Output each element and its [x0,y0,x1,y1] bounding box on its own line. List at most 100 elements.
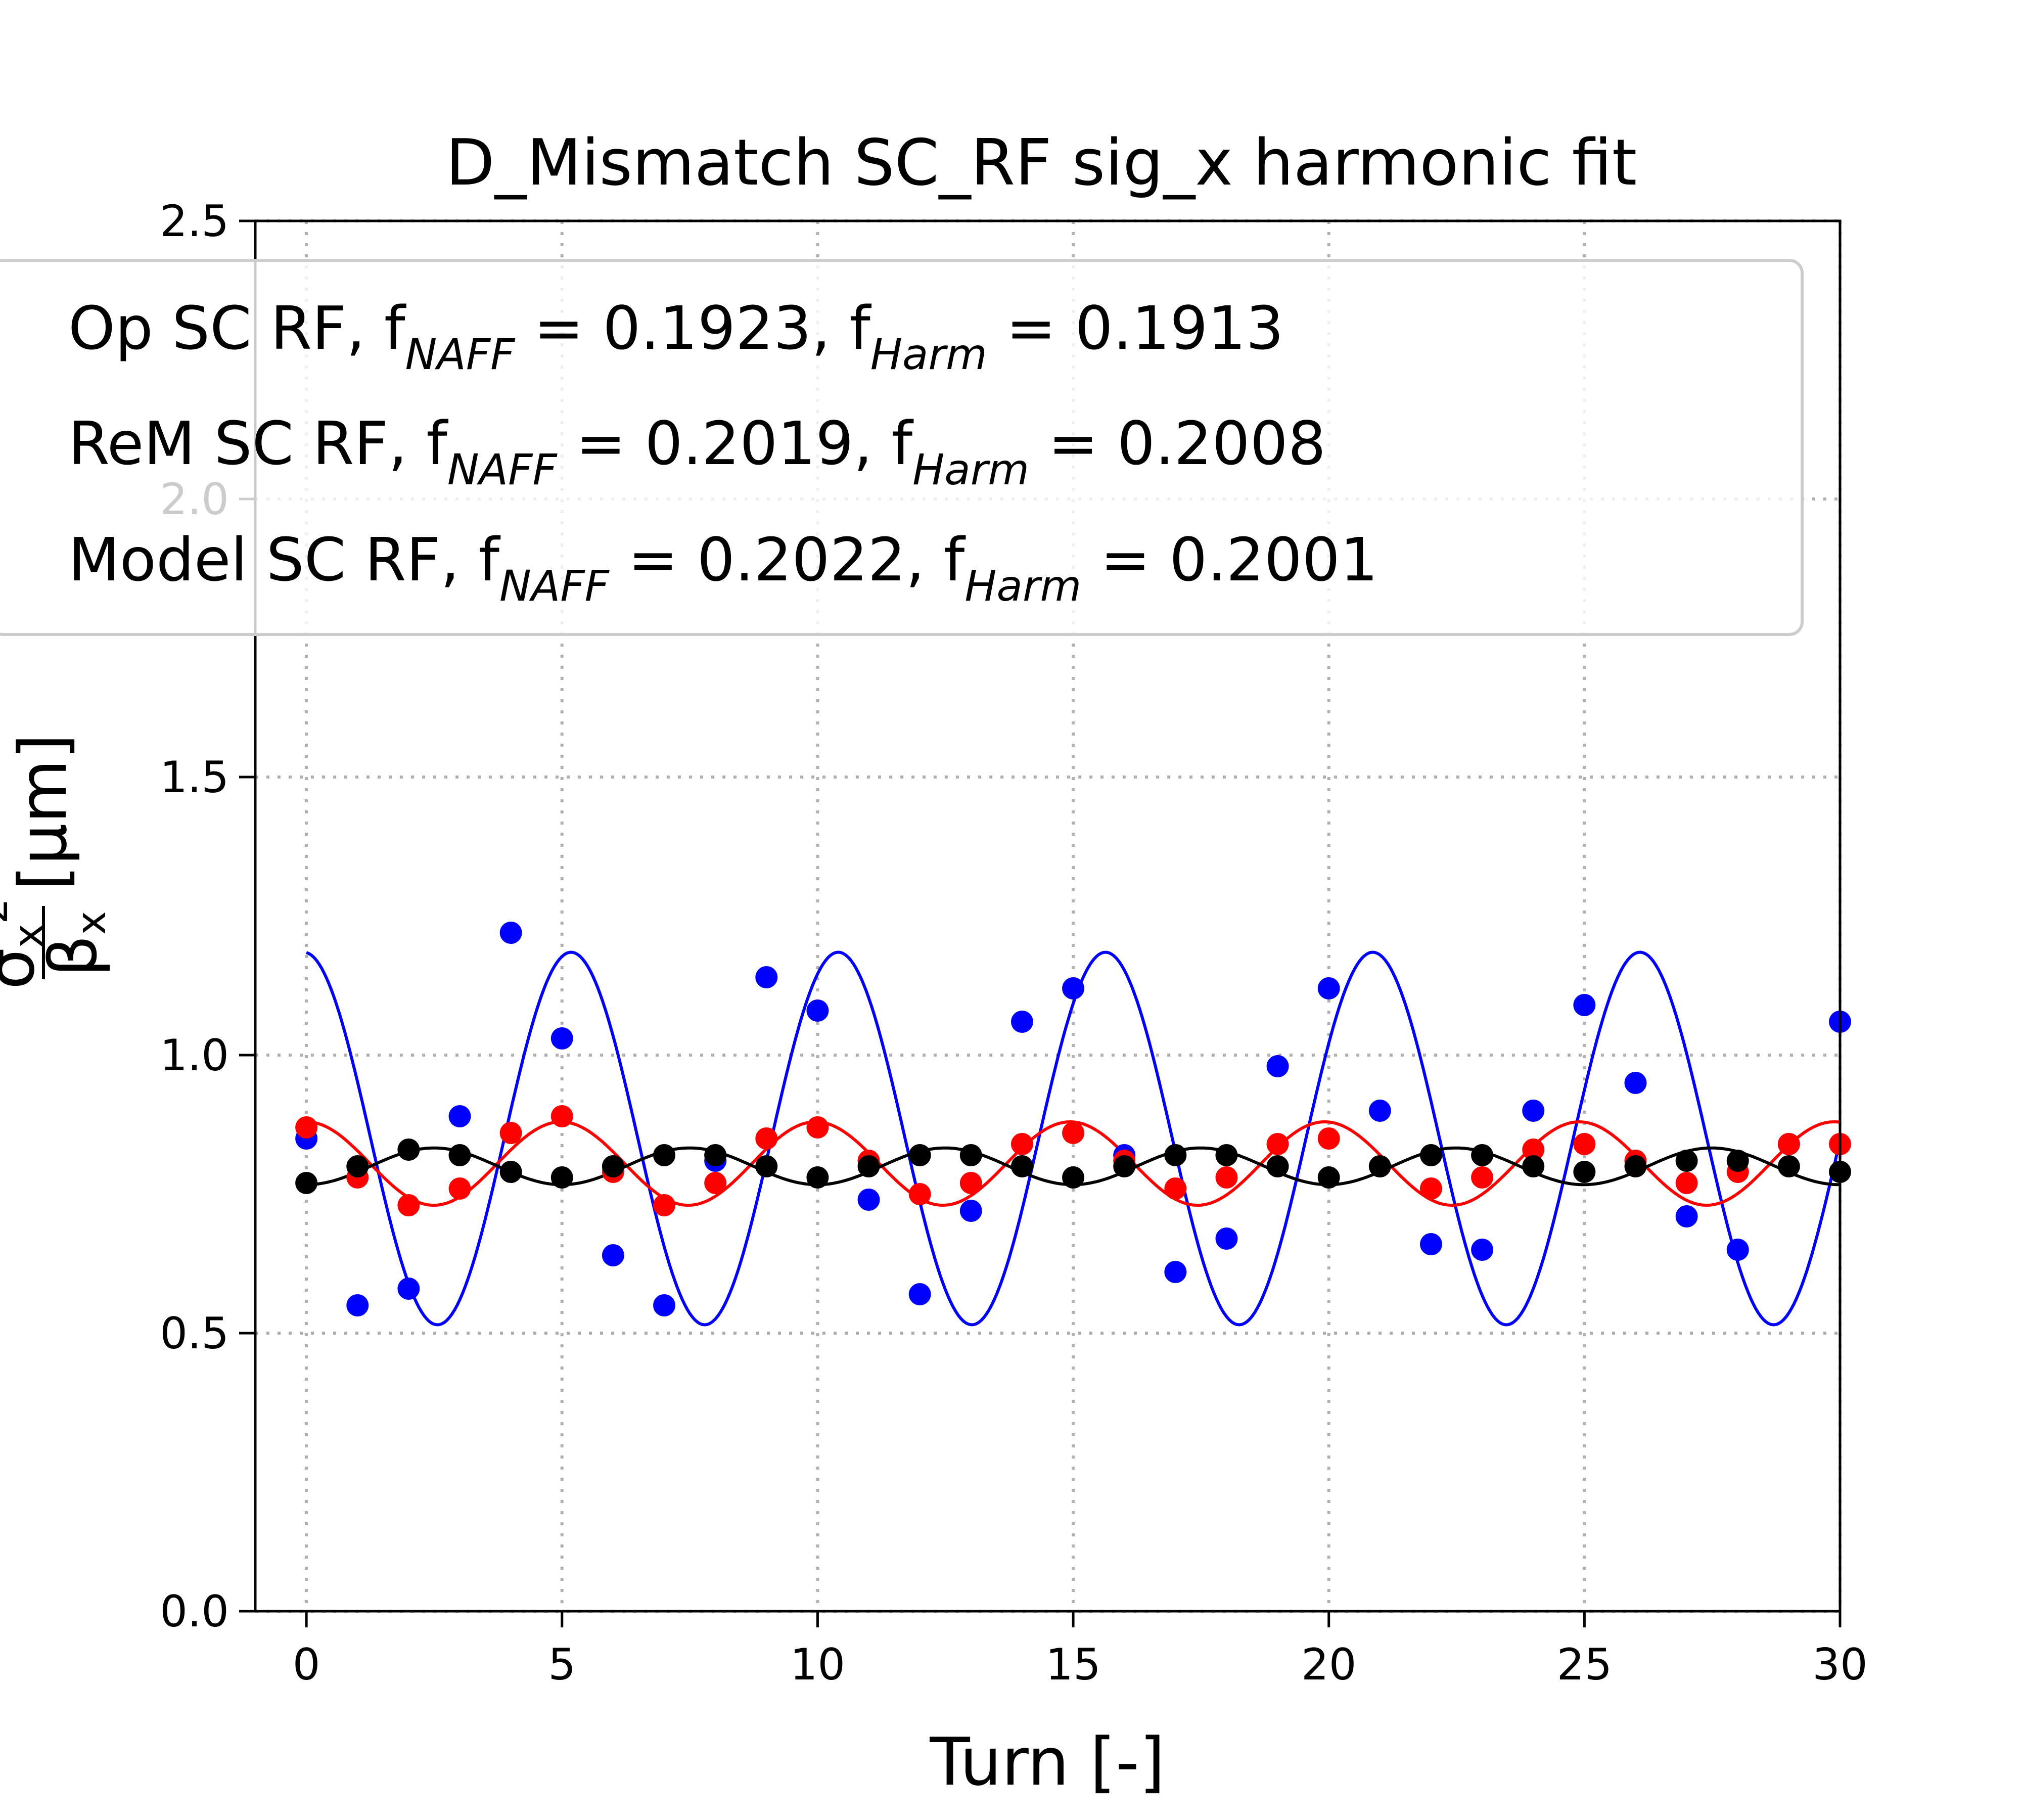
series-2-point [1062,1166,1085,1189]
series-1-point [1215,1166,1238,1189]
x-axis-label: Turn [-] [929,1723,1165,1800]
series-0-point [448,1105,471,1127]
x-tick-label: 10 [790,1640,845,1690]
series-2-point [1164,1144,1187,1166]
series-0-point [1266,1055,1289,1077]
series-2-point [397,1139,420,1161]
series-2-point [499,1161,522,1183]
series-0-point [857,1189,880,1211]
series-2-point [1215,1144,1238,1166]
series-0-point [550,1027,573,1050]
x-tick-label: 0 [293,1640,320,1690]
series-0-point [1317,977,1340,999]
series-0-point [397,1278,420,1300]
y-tick-label: 0.0 [160,1586,229,1637]
series-1-point [1164,1177,1187,1200]
legend-eq2: = 0.1913 [987,293,1284,363]
legend-sub2: Harm [964,561,1081,611]
y-tick-label: 2.5 [160,196,229,247]
series-0-point [1675,1205,1698,1227]
series-2-point [550,1166,573,1189]
legend-sub2: Harm [870,330,987,379]
series-1-point [1266,1133,1289,1155]
y-axis-denominator: βx [35,911,115,977]
series-2-point [1471,1144,1494,1166]
legend-entry-2: Model SC RF, fNAFF = 0.2022, fHarm = 0.2… [68,525,1378,611]
legend-eq1: = 0.1923, f [515,293,871,363]
x-tick-label: 15 [1045,1640,1100,1690]
series-2-point [806,1166,829,1189]
series-2-point [1419,1144,1442,1166]
series-2-point [448,1144,471,1166]
series-2-point [653,1144,676,1166]
series-1-point [295,1116,318,1139]
x-tick-label: 5 [548,1640,576,1690]
series-1-point [550,1105,573,1127]
x-tick-label: 20 [1301,1640,1356,1690]
series-0-point [1573,994,1596,1016]
series-0-point [1010,1011,1033,1033]
series-1-point [1010,1133,1033,1155]
series-0-point [602,1244,624,1266]
series-0-point [1215,1227,1238,1250]
series-2-point [1010,1155,1033,1177]
legend-box [0,259,1804,636]
series-1-point [704,1172,727,1194]
legend-sub1: NAFF [405,330,516,379]
series-2-point [1317,1166,1340,1189]
series-0-point [908,1283,931,1305]
series-2-point [1777,1155,1800,1177]
series-2-point [1624,1155,1647,1177]
series-1-point [1675,1172,1698,1194]
legend-eq1: = 0.2019, f [557,408,914,478]
series-1-point [448,1177,471,1200]
legend-label: Model SC RF, f [68,525,500,595]
series-1-point [653,1194,676,1216]
series-1-point [908,1183,931,1205]
x-tick-label: 25 [1557,1640,1612,1690]
legend-entry-1: ReM SC RF, fNAFF = 0.2019, fHarm = 0.200… [68,408,1326,494]
series-2-point [1726,1150,1749,1172]
series-0-point [1164,1261,1187,1283]
legend: Op SC RF, fNAFF = 0.1923, fHarm = 0.1913… [0,259,1804,636]
legend-label: Op SC RF, f [68,293,406,363]
legend-eq2: = 0.2001 [1081,525,1378,595]
chart-title: D_Mismatch SC_RF sig_x harmonic fit [446,125,1637,200]
series-2-point [1113,1155,1136,1177]
y-axis-label: σx2 βx [μm] [0,734,115,989]
series-0-point [499,922,522,944]
legend-sub1: NAFF [499,561,610,611]
series-0-point [959,1200,982,1222]
series-1-point [755,1127,778,1150]
series-2-point [1368,1155,1391,1177]
series-0-point [1471,1239,1494,1261]
plot-frame [254,219,1842,1613]
series-1-point [1777,1133,1800,1155]
series-1-point [397,1194,420,1216]
series-0-fit-line [306,950,1842,1327]
series-1-point [1522,1139,1545,1161]
series-0-point [1368,1100,1391,1122]
legend-eq2: = 0.2008 [1029,408,1326,478]
series-1-point [806,1116,829,1139]
series-1-point [959,1172,982,1194]
series-2-point [959,1144,982,1166]
x-tick-label: 30 [1812,1640,1867,1690]
series-0-point [806,999,829,1022]
series-1-point [1419,1177,1442,1200]
y-tick-label: 1.0 [160,1030,229,1081]
series-0-point [653,1294,676,1316]
series-1-point [1317,1127,1340,1150]
series-0-point [346,1294,369,1316]
series-2-point [1675,1150,1698,1172]
series-2-point [704,1144,727,1166]
series-2-point [908,1144,931,1166]
series-0-point [755,966,778,988]
legend-entries: Op SC RF, fNAFF = 0.1923, fHarm = 0.1913… [68,293,1378,611]
y-axis-unit: [μm] [5,734,81,891]
series-2-point [295,1172,318,1194]
series-2-point [1522,1155,1545,1177]
series-1-point [1573,1133,1596,1155]
y-tick-label: 0.5 [160,1308,229,1359]
